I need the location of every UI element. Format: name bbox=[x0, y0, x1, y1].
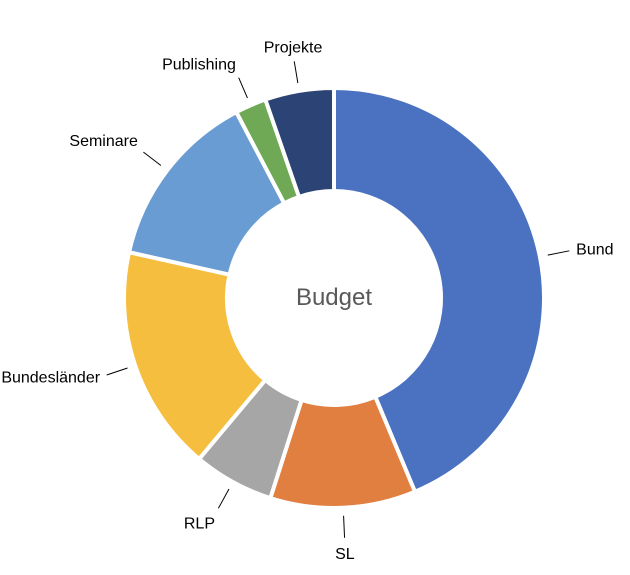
label-bund: Bund bbox=[576, 241, 613, 258]
slices-layer bbox=[122, 85, 546, 510]
chart-center-title: Budget bbox=[296, 284, 372, 311]
slice-projekte bbox=[262, 85, 336, 200]
leader-line-bundeslander bbox=[106, 367, 128, 376]
label-seminare: Seminare bbox=[69, 133, 138, 150]
leader-line-bund bbox=[547, 250, 570, 256]
leader-line-projekte bbox=[293, 61, 299, 84]
slice-bund bbox=[332, 85, 546, 495]
leader-line-sl bbox=[343, 515, 346, 538]
label-rlp: RLP bbox=[184, 515, 215, 532]
slice-seminare bbox=[126, 109, 287, 278]
leader-line-seminare bbox=[143, 151, 162, 166]
leader-line-rlp bbox=[217, 488, 230, 509]
label-publishing: Publishing bbox=[162, 56, 236, 73]
label-sl: SL bbox=[335, 546, 355, 563]
label-bundeslander: Bundesländer bbox=[1, 369, 100, 386]
leader-line-publishing bbox=[238, 77, 248, 99]
leader-lines-layer bbox=[106, 61, 570, 538]
label-projekte: Projekte bbox=[264, 39, 323, 56]
slice-bundeslander bbox=[122, 249, 269, 462]
labels-layer: Bund SL RLP Bundesländer Seminare Publishing P… bbox=[1, 39, 613, 562]
